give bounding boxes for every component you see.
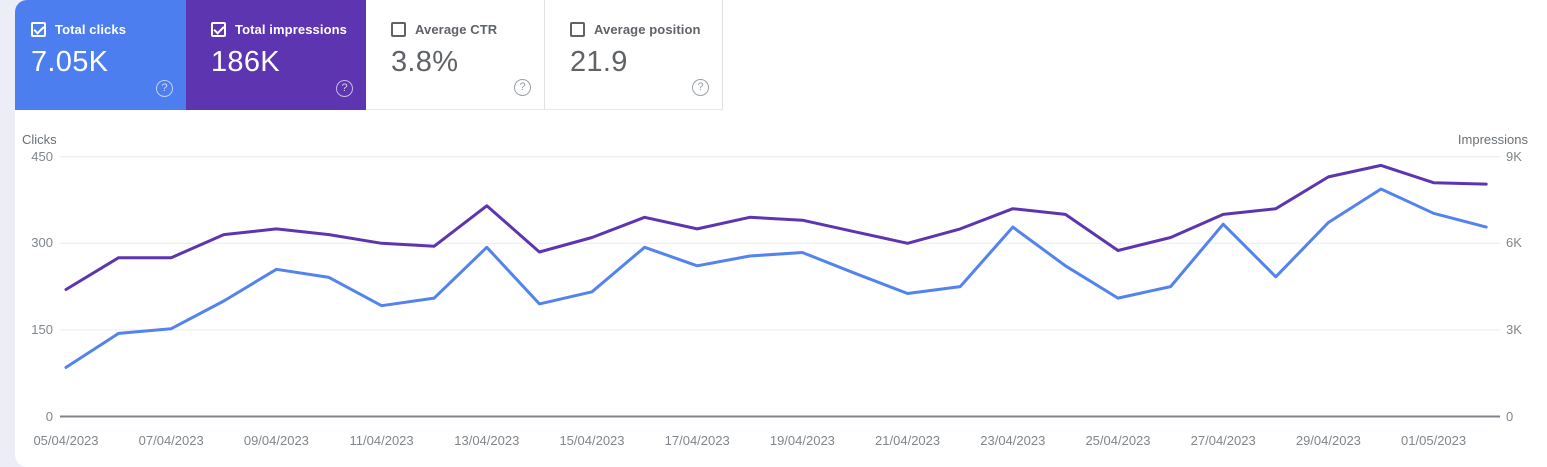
metric-value: 3.8% xyxy=(391,46,459,78)
metric-card-average-ctr[interactable]: Average CTR 3.8% ? xyxy=(366,0,545,110)
date-tick: 13/04/2023 xyxy=(454,433,520,448)
metric-label: Average position xyxy=(594,22,701,37)
metric-value: 7.05K xyxy=(31,46,109,78)
average-position-checkbox[interactable] xyxy=(570,22,585,37)
total-impressions-checkbox[interactable] xyxy=(211,22,226,37)
metric-card-header: Average position xyxy=(570,22,722,37)
average-ctr-checkbox[interactable] xyxy=(391,22,406,37)
metric-value: 21.9 xyxy=(570,46,628,78)
left-axis-tick: 0 xyxy=(45,408,53,424)
clicks-line[interactable] xyxy=(64,187,1488,369)
metric-card-total-clicks[interactable]: Total clicks 7.05K ? xyxy=(15,0,186,110)
date-tick: 19/04/2023 xyxy=(769,433,835,448)
date-tick: 01/05/2023 xyxy=(1401,433,1467,448)
chart-area[interactable]: Clicks Impressions 0 0 150 3K 300 6K 450 9K 05/0… xyxy=(0,110,1547,467)
date-tick: 11/04/2023 xyxy=(349,433,414,448)
help-icon[interactable]: ? xyxy=(336,80,353,97)
date-tick: 17/04/2023 xyxy=(664,433,730,448)
left-axis-tick: 150 xyxy=(31,321,53,337)
right-axis-tick: 0 xyxy=(1506,408,1514,424)
right-axis-tick: 9K xyxy=(1506,148,1522,164)
performance-panel: Total clicks 7.05K ? Total impressions 1… xyxy=(15,0,1547,467)
right-axis-tick: 3K xyxy=(1506,321,1522,337)
date-tick: 29/04/2023 xyxy=(1295,433,1361,448)
metric-cards-row: Total clicks 7.05K ? Total impressions 1… xyxy=(15,0,1547,110)
help-icon[interactable]: ? xyxy=(156,80,173,97)
metric-label: Average CTR xyxy=(415,22,498,37)
date-tick: 05/04/2023 xyxy=(33,433,99,448)
metric-label: Total impressions xyxy=(235,22,347,37)
metric-value: 186K xyxy=(211,46,280,78)
left-axis-tick: 300 xyxy=(31,235,53,251)
metric-card-header: Average CTR xyxy=(391,22,544,37)
right-axis-tick: 6K xyxy=(1506,235,1522,251)
date-tick: 21/04/2023 xyxy=(875,433,941,448)
metric-card-header: Total clicks xyxy=(31,22,186,37)
date-tick: 27/04/2023 xyxy=(1190,433,1256,448)
left-axis-title: Clicks xyxy=(22,132,57,147)
chart-svg xyxy=(60,156,1500,418)
date-tick: 15/04/2023 xyxy=(559,433,625,448)
date-tick: 07/04/2023 xyxy=(138,433,204,448)
date-tick: 23/04/2023 xyxy=(980,433,1046,448)
left-axis-tick: 450 xyxy=(31,148,53,164)
metric-card-average-position[interactable]: Average position 21.9 ? xyxy=(545,0,723,110)
total-clicks-checkbox[interactable] xyxy=(31,22,46,37)
help-icon[interactable]: ? xyxy=(514,79,531,96)
right-axis-title: Impressions xyxy=(1457,132,1528,147)
date-tick: 25/04/2023 xyxy=(1085,433,1151,448)
help-icon[interactable]: ? xyxy=(692,79,709,96)
metric-card-total-impressions[interactable]: Total impressions 186K ? xyxy=(186,0,366,110)
metric-label: Total clicks xyxy=(55,22,127,37)
impressions-line[interactable] xyxy=(64,163,1488,291)
date-tick: 09/04/2023 xyxy=(243,433,309,448)
metric-card-header: Total impressions xyxy=(211,22,366,37)
